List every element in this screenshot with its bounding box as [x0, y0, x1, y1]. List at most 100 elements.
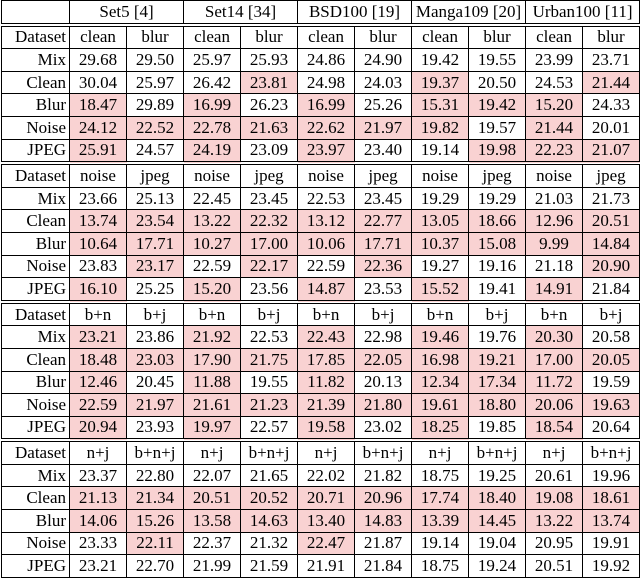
value-cell: 22.53 [297, 186, 356, 211]
value-cell: 22.52 [125, 115, 185, 140]
row-label: Noise [1, 115, 70, 140]
value-cell: 21.73 [582, 186, 640, 211]
value-cell: 21.99 [183, 554, 242, 578]
value-cell: 24.03 [354, 70, 413, 95]
value-cell: 20.13 [354, 370, 413, 395]
value-cell: 23.99 [525, 48, 584, 72]
block: Dataset n+j b+n+j n+j b+n+j n+j b+n+j n+j b+n+j n… [1, 439, 640, 578]
value-cell: 21.91 [297, 554, 356, 578]
row-label: Noise [1, 531, 70, 556]
data-row: Mix 23.66 25.13 22.45 23.45 22.53 23.45 19.29 19… [1, 186, 640, 211]
row-label: Blur [1, 93, 70, 117]
value-cell: 20.96 [354, 486, 413, 511]
value-cell: 20.64 [582, 415, 640, 441]
column-header: clean [69, 24, 127, 50]
value-cell: 30.04 [69, 70, 127, 95]
value-cell: 14.87 [297, 277, 356, 303]
value-cell: 16.99 [183, 93, 242, 117]
column-header: noise [183, 162, 242, 188]
value-cell: 19.63 [582, 393, 640, 417]
value-cell: 18.80 [468, 393, 527, 417]
value-cell: 12.96 [525, 209, 584, 233]
block: Dataset noise jpeg noise jpeg noise jpeg noise j… [1, 162, 640, 303]
value-cell: 25.93 [240, 48, 299, 72]
value-cell: 21.97 [125, 393, 185, 417]
value-cell: 19.82 [411, 115, 470, 140]
row-label: Mix [1, 186, 70, 211]
value-cell: 23.71 [582, 48, 640, 72]
column-header: noise [69, 162, 127, 188]
value-cell: 19.85 [468, 415, 527, 441]
dataset-name: Manga109 [20] [411, 0, 527, 26]
data-row: Blur 10.64 17.71 10.27 17.00 10.06 17.71 10.37 1… [1, 231, 640, 256]
value-cell: 10.06 [297, 231, 356, 256]
column-header: jpeg [468, 162, 527, 188]
value-cell: 19.41 [468, 277, 527, 303]
dataset-name: BSD100 [19] [297, 0, 413, 26]
data-row: Noise 22.59 21.97 21.61 21.23 21.39 21.80 19.61… [1, 393, 640, 417]
value-cell: 21.84 [354, 554, 413, 578]
value-cell: 13.22 [525, 509, 584, 533]
value-cell: 15.52 [411, 277, 470, 303]
data-row: Clean 21.13 21.34 20.51 20.52 20.71 20.96 17.74… [1, 486, 640, 511]
value-cell: 19.16 [468, 254, 527, 279]
value-cell: 23.02 [354, 415, 413, 441]
row-label: Blur [1, 231, 70, 256]
value-cell: 20.05 [582, 347, 640, 372]
value-cell: 19.08 [525, 486, 584, 511]
row-label: Noise [1, 393, 70, 417]
value-cell: 20.01 [582, 115, 640, 140]
value-cell: 13.12 [297, 209, 356, 233]
block-header-row: Dataset n+j b+n+j n+j b+n+j n+j b+n+j n+j b+n+j n… [1, 439, 640, 465]
column-header: b+j [240, 301, 299, 327]
value-cell: 22.02 [297, 463, 356, 488]
value-cell: 15.20 [183, 277, 242, 303]
value-cell: 21.03 [525, 186, 584, 211]
row-label: Clean [1, 70, 70, 95]
column-header: b+n+j [354, 439, 413, 465]
value-cell: 19.14 [411, 138, 470, 164]
value-cell: 20.95 [525, 531, 584, 556]
block-header-row: Dataset clean blur clean blur clean blur clean b… [1, 24, 640, 50]
column-header: b+n [525, 301, 584, 327]
value-cell: 19.29 [468, 186, 527, 211]
value-cell: 23.81 [240, 70, 299, 95]
value-cell: 10.37 [411, 231, 470, 256]
value-cell: 20.94 [69, 415, 127, 441]
value-cell: 23.45 [240, 186, 299, 211]
row-label: Clean [1, 209, 70, 233]
value-cell: 22.36 [354, 254, 413, 279]
column-header: jpeg [125, 162, 185, 188]
row-label: Clean [1, 347, 70, 372]
value-cell: 22.59 [183, 254, 242, 279]
value-cell: 22.07 [183, 463, 242, 488]
value-cell: 12.34 [411, 370, 470, 395]
block-header-row: Dataset b+n b+j b+n b+j b+n b+j b+n b+j b+n b+j [1, 301, 640, 327]
column-header: clean [525, 24, 584, 50]
value-cell: 20.71 [297, 486, 356, 511]
block: Dataset clean blur clean blur clean blur clean b… [1, 24, 640, 164]
block-header-row: Dataset noise jpeg noise jpeg noise jpeg noise j… [1, 162, 640, 188]
value-cell: 21.59 [240, 554, 299, 578]
value-cell: 18.75 [411, 463, 470, 488]
row-label: JPEG [1, 277, 70, 303]
value-cell: 18.48 [69, 347, 127, 372]
row-header-title: Dataset [1, 162, 70, 188]
dataset-name: Set5 [4] [68, 0, 185, 26]
value-cell: 23.45 [354, 186, 413, 211]
value-cell: 18.75 [411, 554, 470, 578]
value-cell: 17.00 [525, 347, 584, 372]
value-cell: 20.51 [582, 209, 640, 233]
value-cell: 19.42 [411, 48, 470, 72]
data-row: Mix 29.68 29.50 25.97 25.93 24.86 24.90 19.42 19… [1, 48, 640, 72]
value-cell: 20.90 [582, 254, 640, 279]
value-cell: 21.63 [240, 115, 299, 140]
value-cell: 21.92 [183, 325, 242, 349]
column-header: n+j [411, 439, 470, 465]
value-cell: 21.61 [183, 393, 242, 417]
value-cell: 23.56 [240, 277, 299, 303]
value-cell: 17.34 [468, 370, 527, 395]
column-header: blur [125, 24, 185, 50]
value-cell: 20.52 [240, 486, 299, 511]
row-label: JPEG [1, 554, 70, 578]
